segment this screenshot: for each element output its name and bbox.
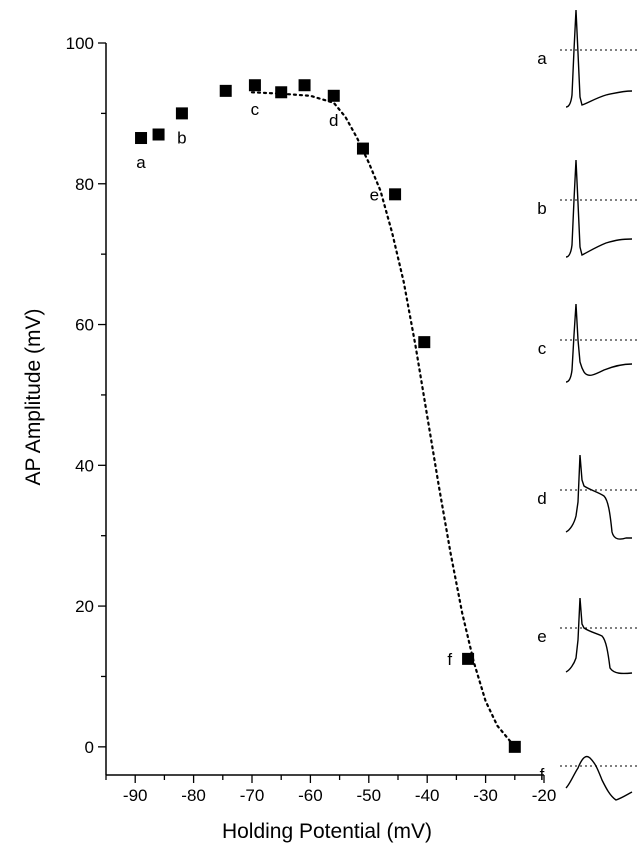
x-tick-label: -60 xyxy=(298,786,323,805)
inset-label: f xyxy=(540,765,545,784)
inset-label: c xyxy=(538,339,547,358)
data-point xyxy=(462,652,475,665)
point-label: e xyxy=(370,185,379,204)
y-tick-label: 20 xyxy=(75,597,94,616)
ap-trace xyxy=(565,303,633,383)
data-point xyxy=(135,132,148,145)
inset-label: d xyxy=(537,489,546,508)
data-point xyxy=(389,188,402,201)
x-tick-label: -90 xyxy=(123,786,148,805)
inset-label: e xyxy=(537,627,546,646)
x-tick-label: -30 xyxy=(473,786,498,805)
inset-trace-d: d xyxy=(537,454,640,540)
data-point xyxy=(219,84,232,97)
y-tick-label: 0 xyxy=(85,738,94,757)
data-point xyxy=(327,89,340,102)
ap-trace xyxy=(565,9,633,108)
trace-insets: a b c d e f xyxy=(537,9,640,801)
y-tick-label: 80 xyxy=(75,175,94,194)
inset-trace-e: e xyxy=(537,597,640,675)
inset-label: a xyxy=(537,49,547,68)
data-point xyxy=(356,142,369,155)
data-point xyxy=(175,107,188,120)
x-tick-label: -70 xyxy=(240,786,265,805)
ap-trace xyxy=(565,597,633,675)
data-point xyxy=(248,79,261,92)
point-label: f xyxy=(447,650,452,669)
fit-curve xyxy=(250,91,516,748)
plot-area: -90 -80 -70 -60 -50 -40 -30 -20 0 20 40 60 80 100 a b c d… xyxy=(66,34,557,805)
y-tick-label: 100 xyxy=(66,34,94,53)
x-tick-label: -20 xyxy=(532,786,557,805)
inset-label: b xyxy=(537,199,546,218)
ap-trace xyxy=(565,159,633,258)
x-axis-title: Holding Potential (mV) xyxy=(222,820,432,843)
inset-trace-a: a xyxy=(537,9,640,108)
point-label: c xyxy=(251,100,260,119)
x-tick-label: -80 xyxy=(181,786,206,805)
inset-trace-f: f xyxy=(540,755,640,801)
x-tick-label: -40 xyxy=(415,786,440,805)
point-label: d xyxy=(329,111,338,130)
data-point xyxy=(508,740,521,753)
x-tick-label: -50 xyxy=(357,786,382,805)
point-label: b xyxy=(177,128,186,147)
point-label: a xyxy=(136,153,146,172)
data-point xyxy=(418,336,431,349)
data-point xyxy=(152,128,165,141)
y-tick-label: 60 xyxy=(75,316,94,335)
inset-trace-b: b xyxy=(537,159,640,258)
data-point xyxy=(298,79,311,92)
data-point xyxy=(275,86,288,99)
y-axis-title: AP Amplitude (mV) xyxy=(22,308,45,485)
inset-trace-c: c xyxy=(538,303,640,383)
ap-trace xyxy=(565,755,633,801)
ap-trace xyxy=(565,454,632,540)
y-tick-label: 40 xyxy=(75,456,94,475)
